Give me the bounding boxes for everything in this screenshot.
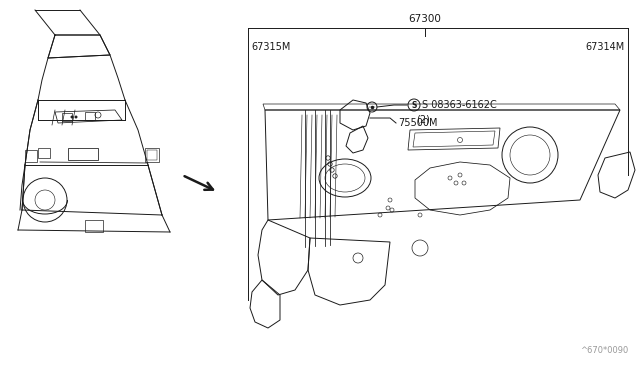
Text: S 08363-6162C: S 08363-6162C bbox=[422, 100, 497, 110]
Text: 67300: 67300 bbox=[408, 14, 442, 24]
Circle shape bbox=[71, 116, 73, 118]
Circle shape bbox=[75, 116, 77, 118]
Bar bbox=[145, 148, 159, 162]
Text: S: S bbox=[412, 100, 417, 109]
Bar bbox=[62, 113, 72, 121]
Bar bbox=[25, 150, 37, 162]
Bar bbox=[38, 148, 50, 158]
Text: 67314M: 67314M bbox=[586, 42, 625, 52]
Bar bbox=[147, 150, 157, 160]
Text: 67315M: 67315M bbox=[251, 42, 291, 52]
Bar bbox=[68, 148, 98, 160]
Bar bbox=[85, 112, 95, 120]
Text: (2): (2) bbox=[416, 115, 430, 125]
Bar bbox=[85, 220, 103, 232]
Text: ^670*0090: ^670*0090 bbox=[580, 346, 628, 355]
Text: 75500M: 75500M bbox=[398, 118, 438, 128]
